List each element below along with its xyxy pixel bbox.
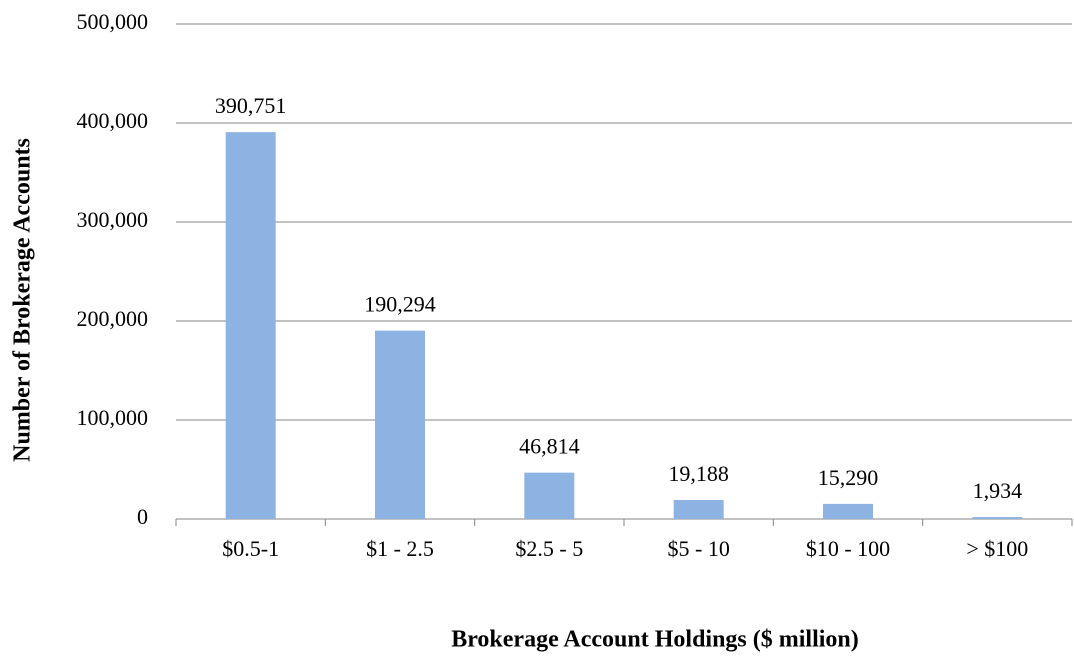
x-axis-title: Brokerage Account Holdings ($ million)	[451, 627, 859, 653]
data-label: 46,814	[519, 434, 580, 459]
x-tick-label: $2.5 - 5	[515, 536, 583, 561]
bar	[673, 500, 724, 519]
bar	[972, 517, 1023, 519]
bar	[225, 132, 276, 520]
data-label: 390,751	[215, 93, 287, 118]
x-tick-label: $1 - 2.5	[366, 536, 434, 561]
data-label: 190,294	[364, 292, 436, 317]
bar	[524, 472, 575, 519]
data-label: 15,290	[818, 465, 879, 490]
y-tick-label: 0	[137, 504, 148, 529]
y-tick-label: 500,000	[77, 9, 149, 34]
y-tick-label: 400,000	[77, 108, 149, 133]
y-tick-label: 300,000	[77, 207, 149, 232]
bar	[823, 503, 873, 519]
x-tick-label: $0.5-1	[222, 536, 279, 561]
y-axis-title: Number of Brokerage Accounts	[10, 138, 36, 462]
bar	[375, 330, 425, 519]
y-tick-label: 200,000	[77, 306, 149, 331]
data-label: 19,188	[668, 461, 729, 486]
x-tick-label: > $100	[966, 536, 1028, 561]
x-tick-label: $5 - 10	[668, 536, 730, 561]
y-tick-label: 100,000	[77, 405, 149, 430]
data-label: 1,934	[973, 478, 1023, 503]
x-tick-label: $10 - 100	[806, 536, 890, 561]
